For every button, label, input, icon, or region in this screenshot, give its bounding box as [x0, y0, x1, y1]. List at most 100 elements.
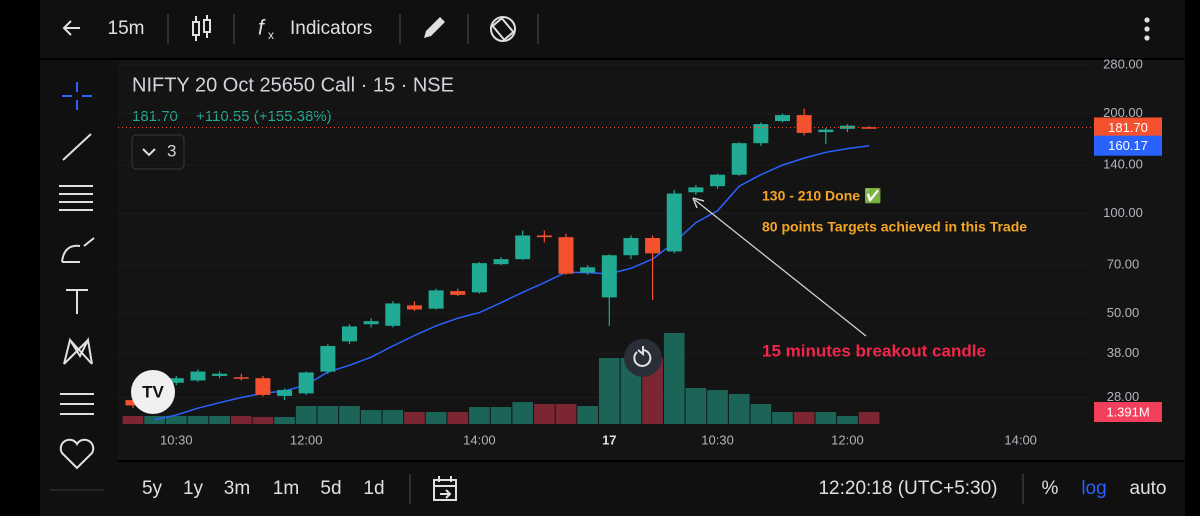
candle-body [168, 378, 184, 383]
candle-body [190, 371, 206, 381]
volume-bar [555, 404, 577, 424]
symbol-title: NIFTY 20 Oct 25650 Call · 15 · NSE [132, 74, 454, 96]
range-button[interactable]: 1y [183, 478, 204, 499]
candle-body [775, 115, 790, 122]
volume-bar [858, 412, 880, 424]
candle-body [406, 305, 422, 310]
crosshair-tool[interactable] [62, 82, 92, 110]
volume-bar [360, 410, 382, 424]
fib-tool[interactable] [59, 185, 93, 211]
volume-bar [404, 412, 425, 424]
volume-bar [707, 390, 728, 424]
y-tick-label: 280.00 [1103, 56, 1143, 71]
range-button[interactable]: 5d [320, 478, 341, 499]
reset-button[interactable] [624, 339, 662, 377]
fx-icon[interactable]: f [258, 17, 266, 40]
annotation-arrow [694, 199, 867, 337]
candle-body [839, 125, 855, 129]
volume-bar [512, 402, 534, 424]
candle-body [363, 321, 379, 325]
volume-bar [577, 405, 598, 424]
volume-bar [317, 405, 339, 424]
volume-bar [382, 410, 404, 424]
volume-bar [728, 394, 750, 424]
volume-bar [772, 412, 793, 424]
candle-body [558, 237, 574, 274]
rotate-icon [491, 16, 515, 42]
draw-button[interactable] [424, 17, 445, 38]
volume-bar [815, 412, 837, 424]
volume-bar [122, 415, 144, 424]
candle-body [688, 187, 704, 193]
bottom-toolbar [118, 462, 1185, 516]
range-button[interactable]: 1m [273, 478, 299, 499]
candle-body [623, 238, 639, 256]
annotation: 130 - 210 Done ✅ [762, 188, 881, 205]
indicator-toggle[interactable] [131, 134, 185, 170]
ema-tag [1094, 135, 1162, 156]
volume-bar [663, 333, 685, 424]
volume-bar [230, 415, 252, 424]
favorites-tool[interactable] [59, 438, 95, 470]
volume-bar [339, 405, 360, 424]
candle-body [861, 127, 877, 129]
text-tool[interactable] [66, 289, 88, 314]
volume-bar [274, 417, 295, 424]
volume-bar [490, 407, 512, 424]
prediction-tool[interactable] [60, 393, 94, 415]
candle-body [580, 267, 596, 273]
pattern-tool[interactable] [63, 336, 93, 365]
y-tick-label: 50.00 [1107, 305, 1140, 320]
volume-bar [144, 415, 165, 424]
range-button[interactable]: 5y [142, 478, 163, 499]
chart-type-button[interactable] [192, 15, 211, 41]
candle-body [796, 115, 812, 133]
candle-body [298, 372, 314, 394]
candle-body [277, 389, 293, 396]
range-button[interactable]: 3m [224, 478, 250, 499]
x-tick-label: 12:00 [831, 432, 864, 447]
y-tick-label: 28.00 [1107, 389, 1140, 404]
chevron [142, 148, 156, 157]
interval[interactable]: 15m [108, 18, 145, 39]
candle-body [666, 193, 682, 252]
trendline-tool[interactable] [62, 133, 92, 161]
x-tick-label: 14:00 [463, 432, 496, 447]
indicator-count: 3 [167, 141, 176, 160]
indicators-button[interactable]: Indicators [290, 18, 372, 39]
volume-bar [750, 404, 772, 424]
range-button[interactable]: 1d [363, 478, 384, 499]
menu-dot [1144, 35, 1150, 41]
brush-tool[interactable] [61, 237, 95, 263]
percent-toggle[interactable]: % [1042, 478, 1059, 499]
annotation: 80 points Targets achieved in this Trade [762, 219, 1027, 235]
annotation: 15 minutes breakout candle [762, 341, 986, 360]
candle-icon [195, 15, 208, 41]
tool-sidebar [40, 60, 118, 516]
volume-bar [598, 357, 620, 424]
volume-tag-label: 1.391M [1106, 404, 1149, 419]
menu-button[interactable] [1144, 17, 1150, 41]
candle-body [212, 373, 228, 376]
back-button[interactable] [62, 20, 80, 36]
volume-bar [187, 415, 209, 424]
volume-bar [447, 412, 469, 424]
volume-tag [1094, 402, 1162, 423]
candle-body [255, 378, 271, 395]
fx-icon[interactable]: x [268, 28, 274, 42]
volume-bar [252, 417, 274, 424]
candle-body [731, 143, 747, 175]
x-tick-label: 12:00 [290, 432, 323, 447]
y-tick-label: 100.00 [1103, 205, 1143, 220]
rotate-button[interactable] [490, 16, 516, 42]
x-tick-label: 10:30 [160, 432, 193, 447]
log-toggle[interactable]: log [1081, 478, 1106, 499]
date-range-button[interactable] [433, 476, 457, 501]
volume-bar [793, 412, 815, 424]
x-tick-label: 17 [602, 432, 616, 447]
last-price: 181.70 [132, 108, 178, 125]
auto-toggle[interactable]: auto [1130, 478, 1167, 499]
x-tick-label: 14:00 [1004, 432, 1037, 447]
candle-body [342, 326, 357, 342]
